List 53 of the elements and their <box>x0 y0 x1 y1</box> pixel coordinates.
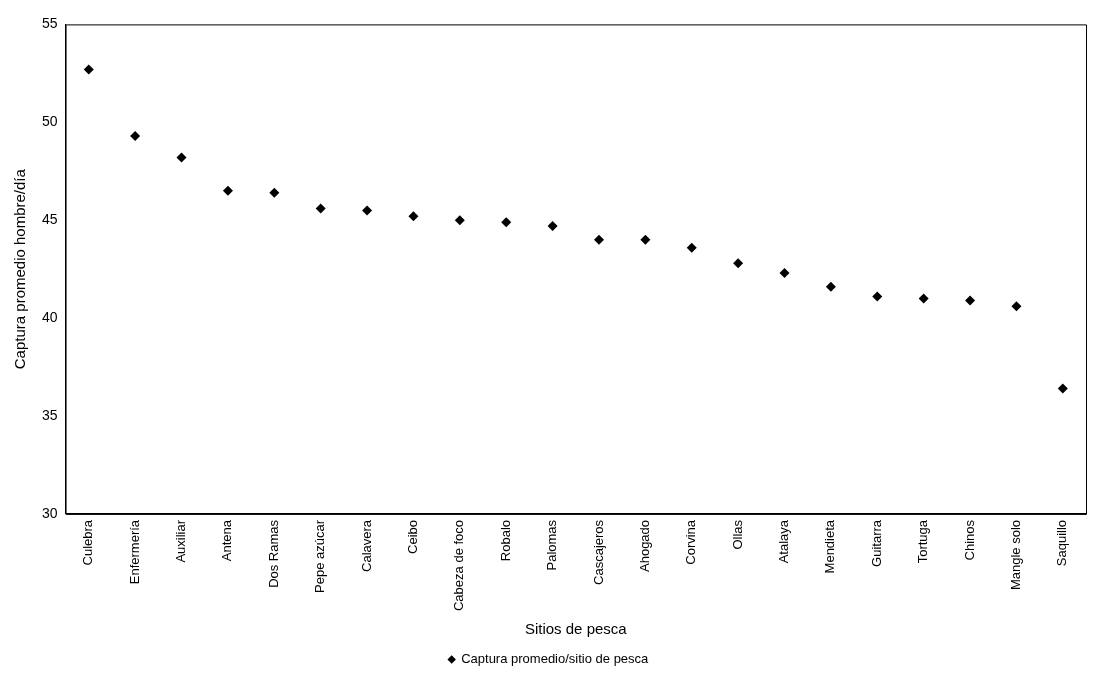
point <box>593 234 604 245</box>
x-tick-label: Ollas <box>729 519 745 550</box>
x-tick-label: Guitarra <box>868 519 884 567</box>
point <box>779 268 790 279</box>
x-tick-label: Corvina <box>683 519 699 565</box>
x-tick-label: Cascajeros <box>590 519 606 585</box>
point <box>547 221 558 232</box>
x-tick-label: Ahogado <box>636 519 652 572</box>
y-tick-label: 35 <box>41 406 58 423</box>
x-tick-label: Saquillo <box>1054 519 1070 567</box>
x-tick-label: Culebra <box>80 519 96 566</box>
x-axis-title: Sitios de pesca <box>524 620 628 638</box>
point <box>965 295 976 306</box>
point <box>733 258 744 269</box>
point <box>408 211 419 222</box>
x-tick-label: Antena <box>219 519 235 562</box>
point <box>362 205 373 216</box>
point <box>918 293 929 304</box>
point <box>222 185 233 196</box>
x-tick-label: Mangle solo <box>1008 519 1023 591</box>
x-tick-label: Atalaya <box>776 519 792 564</box>
x-tick-label: Chinos <box>961 519 977 561</box>
x-tick-label: Ceibo <box>405 519 421 554</box>
point <box>825 281 836 292</box>
point <box>315 203 326 214</box>
legend-label: Captura promedio/sitio de pesca <box>461 651 650 667</box>
point <box>1057 383 1068 394</box>
point <box>872 291 883 302</box>
x-tick-label: Palomas <box>544 519 560 571</box>
y-tick-label: 45 <box>41 211 58 228</box>
point <box>83 64 94 75</box>
point <box>130 131 141 142</box>
point <box>501 217 512 228</box>
x-tick-label: Pepe azúcar <box>312 519 328 593</box>
x-tick-label: Mendieta <box>822 519 838 574</box>
x-tick-label: Dos Ramas <box>265 519 281 588</box>
point <box>176 152 187 163</box>
point <box>686 242 697 253</box>
point <box>1011 301 1022 312</box>
y-tick-label: 55 <box>41 15 58 32</box>
x-tick-label: Robalo <box>497 519 513 562</box>
point <box>640 234 651 245</box>
y-axis-title: Captura promedio hombre/día <box>11 168 29 370</box>
point <box>454 215 465 226</box>
y-tick-label: 40 <box>41 308 58 325</box>
point <box>269 187 280 198</box>
y-tick-label: 50 <box>41 113 58 130</box>
x-tick-label: Tortuga <box>915 519 931 564</box>
x-tick-label: Calavera <box>358 519 374 572</box>
x-tick-label: Cabeza de foco <box>451 519 467 612</box>
x-tick-label: Auxiliar <box>173 519 189 563</box>
x-tick-label: Enfermería <box>126 519 142 585</box>
y-tick-label: 30 <box>41 504 58 521</box>
